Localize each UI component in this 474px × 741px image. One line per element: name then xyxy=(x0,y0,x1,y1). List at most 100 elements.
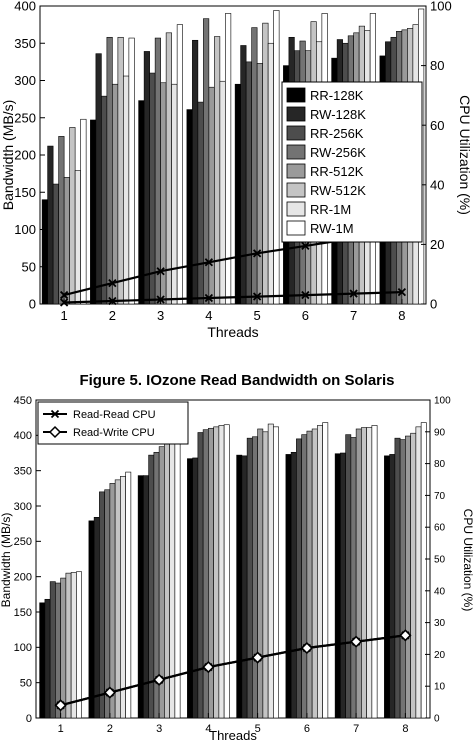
cpu-point xyxy=(251,651,264,664)
cpu-point xyxy=(397,287,407,297)
bar xyxy=(267,423,274,719)
cpu-point xyxy=(252,292,262,301)
x-tick-label: 4 xyxy=(205,723,211,735)
bar xyxy=(49,581,56,719)
legend-label: Read-Write CPU xyxy=(73,427,155,439)
bar xyxy=(273,426,279,719)
bar xyxy=(394,437,401,719)
bar xyxy=(251,27,258,305)
bar xyxy=(355,428,362,719)
bar xyxy=(90,119,97,305)
bar xyxy=(290,451,297,719)
legend-label: RW-512K xyxy=(310,183,366,198)
y-tick-label: 100 xyxy=(14,222,36,237)
bar xyxy=(176,24,183,305)
bar xyxy=(306,430,313,719)
x-tick-label: 4 xyxy=(205,308,212,323)
y-tick-label: 300 xyxy=(14,73,36,88)
cpu-point xyxy=(204,258,214,267)
cpu-point xyxy=(152,673,166,686)
y-tick-label: 100 xyxy=(14,642,32,654)
bar xyxy=(252,436,258,719)
y2-tick-label: 0 xyxy=(434,714,440,725)
cpu-point xyxy=(204,293,214,303)
y-tick-label: 50 xyxy=(20,678,32,690)
bar xyxy=(218,425,225,719)
bar xyxy=(257,428,264,719)
legend-swatch xyxy=(286,106,306,122)
bar xyxy=(39,602,46,719)
y-tick-label: 400 xyxy=(14,0,36,14)
cpu-point xyxy=(108,279,117,288)
bar xyxy=(74,170,81,305)
bar xyxy=(149,72,156,305)
bar xyxy=(241,455,248,719)
bar xyxy=(125,471,132,719)
bar xyxy=(208,86,215,305)
legend-swatch xyxy=(286,144,306,160)
y-axis-label-top: Bandwidth (MB/s) xyxy=(0,100,16,210)
bar xyxy=(345,434,352,719)
bar xyxy=(47,145,54,305)
legend-swatch xyxy=(286,87,306,103)
bar xyxy=(55,582,61,719)
bar xyxy=(112,83,119,305)
bar xyxy=(267,42,274,305)
bar xyxy=(80,118,87,305)
bar xyxy=(197,101,204,305)
y-tick-label: 50 xyxy=(22,259,36,274)
bar xyxy=(60,577,67,719)
cpu-point xyxy=(349,635,363,648)
bar xyxy=(322,422,329,719)
bar xyxy=(106,36,113,305)
bar xyxy=(65,572,72,719)
bar xyxy=(186,109,193,305)
legend-swatch xyxy=(286,201,306,217)
bar xyxy=(58,136,65,305)
y-tick-label: 250 xyxy=(14,110,36,125)
y-tick-label: 200 xyxy=(14,148,36,163)
y2-tick-label: 40 xyxy=(430,177,444,192)
x-tick-label: 5 xyxy=(255,723,261,735)
bar xyxy=(44,598,51,719)
y-tick-label: 250 xyxy=(14,536,32,548)
y2-tick-label: 60 xyxy=(430,118,444,133)
bar xyxy=(187,458,193,719)
legend-label: RW-256K xyxy=(310,145,366,160)
bar xyxy=(165,32,172,305)
bar xyxy=(219,80,226,305)
bar xyxy=(410,432,417,719)
bar xyxy=(128,37,135,305)
x-tick-label: 7 xyxy=(350,308,357,323)
bar xyxy=(384,455,390,719)
legend-swatch xyxy=(286,125,306,141)
legend-swatch xyxy=(286,182,306,198)
bar xyxy=(350,437,357,719)
bar xyxy=(114,479,121,719)
bar xyxy=(76,571,82,719)
cpu-point xyxy=(252,249,262,258)
bar xyxy=(420,422,427,719)
legend-bottom: Read-Read CPU Read-Write CPU xyxy=(37,401,189,445)
y-axis-label-bottom: Bandwidth (MB/s) xyxy=(0,513,13,608)
chart-bottom: 0 50 100 150 200 250 300 350 400 450 0 10 20 30 40 50 60… xyxy=(0,395,474,741)
legend-label: RR-1M xyxy=(310,202,351,217)
bar xyxy=(208,427,214,719)
x-tick-label: 8 xyxy=(398,308,405,323)
y-tick-label: 150 xyxy=(14,185,36,200)
cpu-line xyxy=(64,291,402,304)
cpu-point xyxy=(300,641,314,655)
x-tick-label: 6 xyxy=(304,723,310,735)
bar xyxy=(154,37,161,305)
y-tick-label: 400 xyxy=(14,430,32,442)
bar xyxy=(99,491,105,719)
cpu-point xyxy=(54,699,67,712)
chart-top: 0 50 100 150 200 250 300 350 400 0 20 40 60 80 100 1 2 3 4… xyxy=(0,0,473,340)
bar xyxy=(192,457,199,719)
bar xyxy=(109,483,116,719)
bar xyxy=(273,10,280,305)
y2-tick-label: 80 xyxy=(430,58,444,73)
bar xyxy=(117,36,124,305)
bar xyxy=(63,177,70,305)
y2-tick-label: 100 xyxy=(430,0,452,14)
